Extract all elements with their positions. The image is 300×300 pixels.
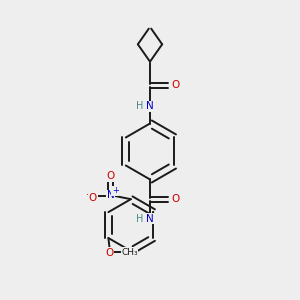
Text: O: O <box>89 193 97 203</box>
Text: N: N <box>107 190 115 200</box>
Text: −: − <box>85 189 93 198</box>
Text: N: N <box>146 214 154 224</box>
Text: H: H <box>136 101 143 111</box>
Text: O: O <box>107 171 115 181</box>
Text: H: H <box>136 214 143 224</box>
Text: O: O <box>171 194 179 205</box>
Text: CH₃: CH₃ <box>121 248 138 257</box>
Text: O: O <box>171 80 179 90</box>
Text: N: N <box>146 101 154 111</box>
Text: O: O <box>106 248 114 258</box>
Text: +: + <box>112 186 119 195</box>
